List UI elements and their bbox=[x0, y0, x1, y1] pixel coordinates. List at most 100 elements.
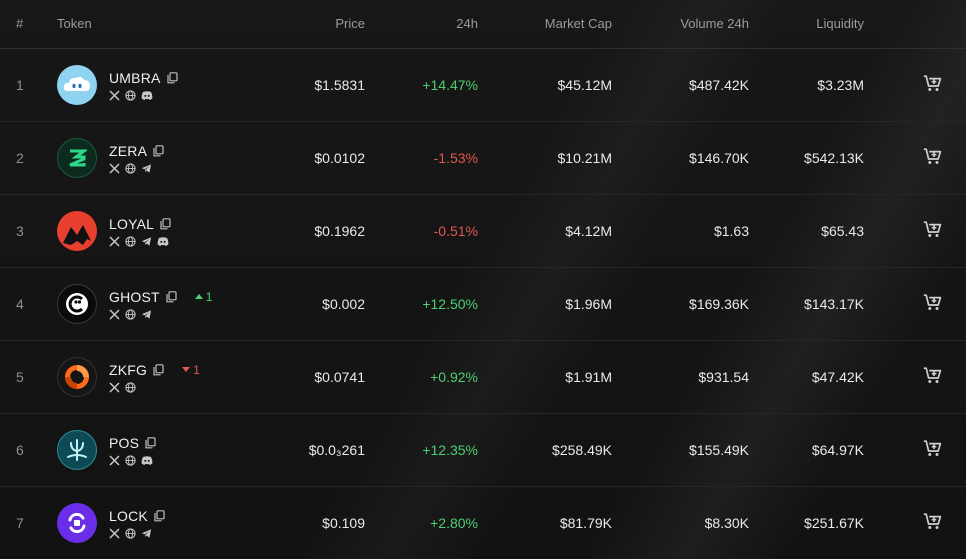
price-cell: $0.1962 bbox=[314, 222, 365, 239]
globe-icon[interactable] bbox=[125, 454, 136, 466]
token-name[interactable]: ZERA bbox=[109, 142, 148, 159]
token-name[interactable]: ZKFG bbox=[109, 361, 148, 378]
rank-change-badge: 1 bbox=[182, 363, 200, 377]
x-icon[interactable] bbox=[109, 455, 120, 466]
globe-icon[interactable] bbox=[125, 381, 136, 393]
globe-icon[interactable] bbox=[125, 89, 136, 101]
telegram-icon[interactable] bbox=[141, 236, 152, 247]
copy-icon[interactable] bbox=[160, 217, 171, 230]
header-rank[interactable]: # bbox=[16, 16, 24, 32]
rank-change-badge: 1 bbox=[194, 289, 213, 304]
action-cell bbox=[864, 267, 966, 340]
add-to-cart-icon[interactable] bbox=[923, 147, 966, 165]
token-cell[interactable]: UMBRA bbox=[57, 48, 257, 121]
cloud-logo bbox=[57, 64, 97, 105]
arrow-down-icon bbox=[182, 367, 191, 372]
header-volume[interactable]: Volume 24h bbox=[680, 16, 749, 32]
table-row[interactable]: 1 UMBRA $1.5831 +14.47% $45.12M $487.42K… bbox=[0, 48, 966, 121]
token-name[interactable]: GHOST bbox=[109, 288, 160, 305]
x-icon[interactable] bbox=[109, 90, 120, 101]
add-to-cart-icon[interactable] bbox=[923, 293, 966, 311]
table-row[interactable]: 3 LOYAL $0.1962 -0.51% $4.12M $1.63 $65.… bbox=[0, 194, 966, 267]
loyal-logo bbox=[57, 210, 97, 251]
copy-icon[interactable] bbox=[166, 71, 178, 84]
change-24h-cell: +14.47% bbox=[422, 76, 478, 93]
globe-icon[interactable] bbox=[125, 235, 136, 247]
header-market-cap[interactable]: Market Cap bbox=[544, 16, 612, 32]
x-icon[interactable] bbox=[109, 236, 120, 247]
add-to-cart-icon[interactable] bbox=[923, 220, 966, 238]
copy-icon[interactable] bbox=[166, 290, 177, 303]
discord-icon[interactable] bbox=[141, 90, 153, 101]
token-name[interactable]: POS bbox=[109, 434, 140, 451]
market-cap-cell: $1.96M bbox=[565, 295, 612, 312]
x-icon[interactable] bbox=[109, 163, 120, 174]
telegram-icon[interactable] bbox=[141, 163, 152, 174]
token-cell[interactable]: ZKFG 1 bbox=[57, 340, 257, 413]
copy-icon[interactable] bbox=[154, 509, 165, 522]
volume-cell: $155.49K bbox=[689, 441, 749, 458]
table-row[interactable]: 4 GHOST 1 $0.002 +12.50% $1.96M $169.36K bbox=[0, 267, 966, 340]
liquidity-cell: $143.17K bbox=[804, 295, 864, 312]
globe-icon[interactable] bbox=[125, 308, 136, 320]
table-row[interactable]: 2 ZERA $0.0102 -1.53% $10.21M $146.70K $… bbox=[0, 121, 966, 194]
x-icon[interactable] bbox=[109, 528, 120, 539]
token-cell[interactable]: LOYAL bbox=[57, 194, 257, 267]
token-name[interactable]: LOYAL bbox=[109, 215, 155, 232]
copy-icon[interactable] bbox=[153, 144, 164, 157]
x-icon[interactable] bbox=[109, 309, 120, 320]
volume-cell: $146.70K bbox=[689, 149, 749, 166]
change-24h-cell: +0.92% bbox=[430, 368, 478, 385]
discord-icon[interactable] bbox=[157, 236, 169, 247]
rank-cell: 1 bbox=[16, 76, 24, 93]
copy-icon[interactable] bbox=[153, 363, 164, 376]
header-actions bbox=[864, 0, 966, 48]
add-to-cart-icon[interactable] bbox=[923, 366, 966, 384]
header-token[interactable]: Token bbox=[57, 16, 92, 32]
telegram-icon[interactable] bbox=[141, 528, 152, 539]
ghost-logo bbox=[57, 283, 97, 324]
globe-icon[interactable] bbox=[125, 162, 136, 174]
add-to-cart-icon[interactable] bbox=[923, 513, 966, 530]
add-to-cart-icon[interactable] bbox=[923, 439, 966, 457]
change-24h-cell: -0.51% bbox=[433, 222, 478, 239]
price-cell: $0.109 bbox=[322, 514, 365, 531]
table-row[interactable]: 5 ZKFG 1 $0.0741 +0.92% $1.91M $931.54 bbox=[0, 340, 966, 413]
rank-cell: 5 bbox=[16, 368, 24, 385]
token-name[interactable]: LOCK bbox=[109, 507, 148, 524]
liquidity-cell: $542.13K bbox=[804, 149, 864, 166]
price-cell: $0.0102 bbox=[314, 149, 365, 166]
change-24h-cell: +12.50% bbox=[422, 295, 478, 312]
volume-cell: $8.30K bbox=[704, 514, 749, 531]
action-cell bbox=[864, 48, 966, 121]
x-icon[interactable] bbox=[109, 382, 120, 393]
table-row[interactable]: 7 LOCK $0.109 +2.80% $81.79K $8.30K $251… bbox=[0, 486, 966, 559]
token-name[interactable]: UMBRA bbox=[109, 69, 161, 86]
token-cell[interactable]: GHOST 1 bbox=[57, 267, 257, 340]
header-liquidity[interactable]: Liquidity bbox=[816, 16, 864, 32]
table-row[interactable]: 6 POS $0.0₃261 +12.35% $258.49K $155.49K… bbox=[0, 413, 966, 486]
social-links bbox=[109, 381, 200, 393]
copy-icon[interactable] bbox=[145, 436, 156, 449]
liquidity-cell: $47.42K bbox=[811, 368, 864, 385]
token-cell[interactable]: LOCK bbox=[57, 486, 257, 559]
header-24h[interactable]: 24h bbox=[456, 16, 478, 32]
zera-logo bbox=[57, 137, 97, 178]
header-price[interactable]: Price bbox=[335, 16, 365, 32]
rank-change-value: 1 bbox=[205, 289, 213, 304]
price-cell: $0.0741 bbox=[314, 368, 365, 385]
telegram-icon[interactable] bbox=[141, 309, 152, 320]
add-to-cart-icon[interactable] bbox=[923, 74, 966, 92]
globe-icon[interactable] bbox=[125, 528, 136, 539]
token-cell[interactable]: ZERA bbox=[57, 121, 257, 194]
volume-cell: $1.63 bbox=[713, 222, 749, 239]
market-cap-cell: $45.12M bbox=[557, 76, 612, 93]
price-cell: $1.5831 bbox=[314, 76, 365, 93]
discord-icon[interactable] bbox=[141, 455, 153, 466]
token-cell[interactable]: POS bbox=[57, 413, 257, 486]
table-header-row: # Token Price 24h Market Cap Volume 24h … bbox=[0, 0, 966, 48]
social-links bbox=[109, 89, 178, 101]
liquidity-cell: $3.23M bbox=[817, 76, 864, 93]
lock-logo bbox=[57, 502, 97, 543]
